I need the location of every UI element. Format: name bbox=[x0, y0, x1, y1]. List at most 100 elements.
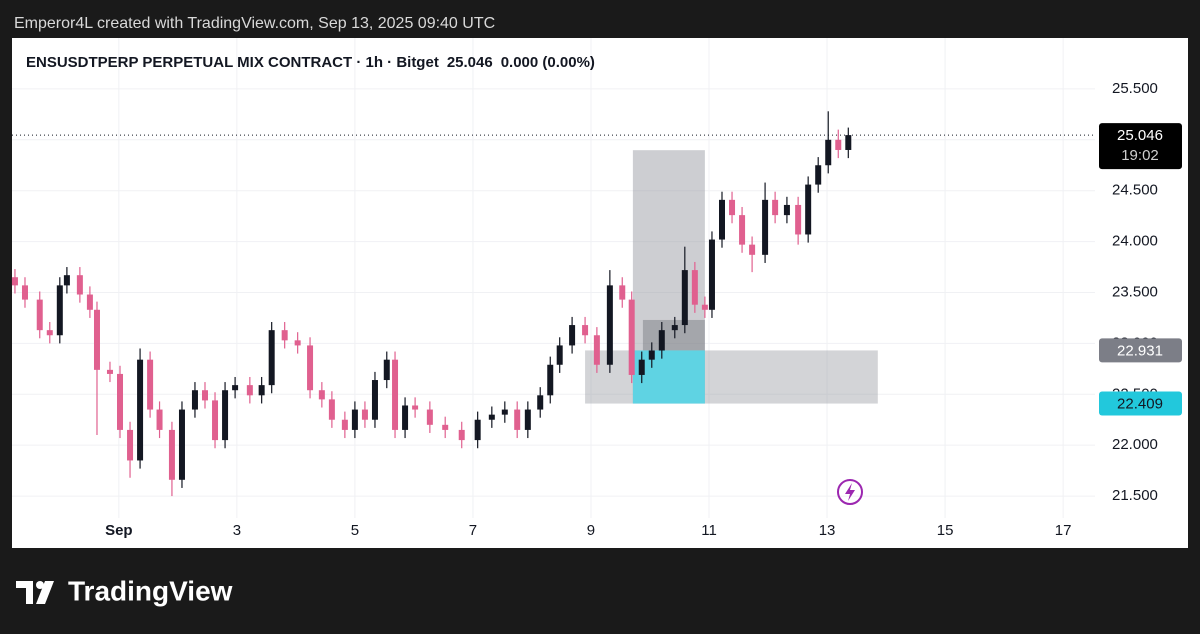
x-tick-label: 13 bbox=[819, 522, 836, 539]
countdown-label: 19:02 bbox=[1121, 147, 1159, 164]
candle-body bbox=[11, 277, 18, 286]
last-price-label: 25.046 bbox=[1117, 127, 1163, 144]
candle-body bbox=[328, 399, 335, 420]
candle-body bbox=[772, 199, 779, 216]
candle-body bbox=[201, 390, 208, 401]
chart-title: ENSUSDTPERP PERPETUAL MIX CONTRACT · 1h … bbox=[26, 54, 439, 71]
candle-body bbox=[582, 325, 589, 336]
y-tick-label: 23.500 bbox=[1112, 283, 1158, 300]
candle-body bbox=[691, 270, 698, 305]
x-tick-label: 3 bbox=[233, 522, 241, 539]
candle-body bbox=[281, 330, 288, 341]
candle-body bbox=[805, 184, 812, 235]
candle-body bbox=[708, 239, 715, 310]
candle-body bbox=[383, 359, 390, 381]
price-badge bbox=[1099, 338, 1182, 363]
candle-body bbox=[258, 385, 265, 396]
candle-body bbox=[392, 359, 399, 430]
attribution: Emperor4L created with TradingView.com, … bbox=[14, 15, 495, 32]
candle-body bbox=[845, 135, 852, 150]
candle-body bbox=[671, 325, 678, 331]
y-tick-label: 25.500 bbox=[1112, 80, 1158, 97]
x-tick-label: 9 bbox=[587, 522, 595, 539]
candle-body bbox=[341, 419, 348, 430]
candle-body bbox=[137, 359, 144, 461]
candle-body bbox=[547, 364, 554, 396]
candle-body bbox=[749, 244, 756, 255]
candle-body bbox=[307, 345, 314, 391]
x-tick-label: 11 bbox=[701, 522, 717, 539]
last-price-badge bbox=[1099, 123, 1182, 170]
candle-body bbox=[638, 359, 645, 375]
y-tick-label: 21.500 bbox=[1112, 487, 1158, 504]
candle-body bbox=[168, 429, 175, 480]
candle-body bbox=[648, 350, 655, 360]
x-tick-label: Sep bbox=[105, 522, 133, 539]
candle-body bbox=[178, 409, 185, 480]
header-price: 25.046 bbox=[447, 54, 493, 71]
candle-body bbox=[718, 199, 725, 240]
zone bbox=[632, 350, 705, 404]
candle-body bbox=[593, 335, 600, 365]
x-tick-label: 17 bbox=[1055, 522, 1072, 539]
candle-body bbox=[701, 304, 708, 310]
header-change: 0.000 (0.00%) bbox=[501, 54, 595, 71]
candle-body bbox=[222, 390, 229, 441]
alert-icon[interactable] bbox=[837, 479, 863, 505]
candle-body bbox=[294, 340, 301, 346]
candle-body bbox=[488, 414, 495, 420]
candle-body bbox=[442, 424, 449, 430]
chart-panel bbox=[12, 38, 1188, 548]
candle-body bbox=[658, 330, 665, 351]
price-badge bbox=[1099, 391, 1182, 416]
candle-body bbox=[628, 299, 635, 375]
candle-body bbox=[21, 285, 28, 300]
candle-body bbox=[569, 325, 576, 346]
candle-body bbox=[76, 275, 83, 295]
brand-name: TradingView bbox=[68, 575, 233, 606]
candle-body bbox=[106, 369, 113, 374]
x-tick-label: 7 bbox=[469, 522, 477, 539]
candle-body bbox=[458, 429, 465, 441]
candle-body bbox=[537, 395, 544, 410]
candle-body bbox=[729, 199, 736, 216]
candle-body bbox=[246, 385, 253, 396]
candle-body bbox=[783, 204, 790, 216]
candle-body bbox=[63, 275, 70, 286]
candle-body bbox=[117, 373, 124, 430]
candle-body bbox=[93, 309, 100, 370]
candle-body bbox=[619, 285, 626, 300]
y-tick-label: 22.000 bbox=[1112, 436, 1158, 453]
y-tick-label: 24.000 bbox=[1112, 233, 1158, 250]
price-badge-label: 22.409 bbox=[1117, 396, 1163, 413]
x-tick-label: 5 bbox=[351, 522, 359, 539]
brand-logo: TradingView bbox=[16, 575, 233, 606]
candle-body bbox=[412, 405, 419, 410]
candle-body bbox=[825, 139, 832, 166]
candle-body bbox=[524, 409, 531, 430]
candle-body bbox=[514, 409, 521, 430]
candle-body bbox=[147, 359, 154, 410]
chart-header: ENSUSDTPERP PERPETUAL MIX CONTRACT · 1h … bbox=[26, 54, 595, 71]
candle-body bbox=[361, 409, 368, 420]
candle-body bbox=[268, 330, 275, 386]
candle-body bbox=[835, 139, 842, 150]
candle-body bbox=[402, 405, 409, 430]
candle-body bbox=[556, 345, 563, 365]
candle-body bbox=[815, 165, 822, 185]
candle-body bbox=[46, 330, 53, 336]
candle-body bbox=[56, 285, 63, 336]
candle-body bbox=[739, 215, 746, 245]
candle-body bbox=[318, 390, 325, 400]
x-tick-label: 15 bbox=[937, 522, 954, 539]
price-badge-label: 22.931 bbox=[1117, 342, 1163, 359]
candle-body bbox=[127, 429, 134, 461]
candle-body bbox=[606, 285, 613, 365]
candle-body bbox=[681, 270, 688, 326]
candle-body bbox=[795, 204, 802, 235]
candle-body bbox=[351, 409, 358, 430]
candle-body bbox=[36, 299, 43, 331]
candle-body bbox=[371, 380, 378, 420]
candle-body bbox=[501, 409, 508, 415]
